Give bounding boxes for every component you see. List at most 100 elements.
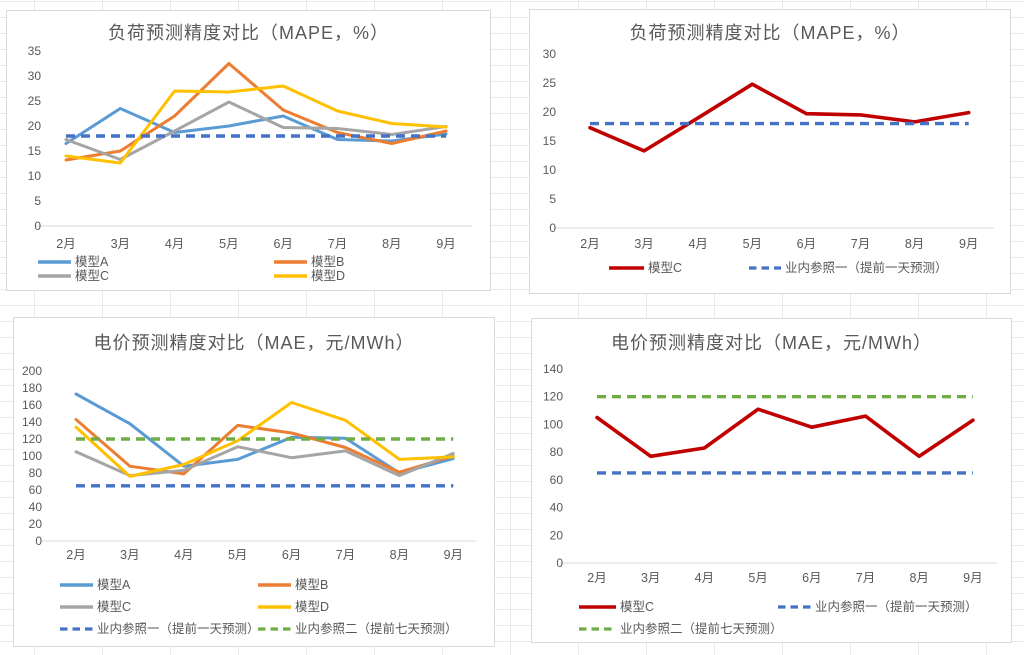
x-axis-category-label: 8月 — [909, 571, 928, 585]
x-axis-category-label: 8月 — [390, 548, 409, 562]
x-axis-category-label: 7月 — [328, 237, 347, 251]
legend-label: 业内参照一（提前一天预测） — [815, 599, 978, 614]
series-line-model-b[interactable] — [74, 418, 455, 476]
legend-label: 模型C — [620, 600, 654, 614]
legend-item-industry-ref-1-day-ahead[interactable]: 业内参照一（提前一天预测） — [749, 260, 948, 275]
chart-panel-load-forecast-all-models[interactable]: 负荷预测精度对比（MAPE，%） 0 5 10 15 20 25 30 35 2月 3月 4月 5月 6… — [6, 10, 491, 291]
x-axis-category-label: 7月 — [336, 548, 355, 562]
y-axis-tick-label: 15 — [543, 134, 557, 148]
y-axis-tick-label: 80 — [550, 445, 564, 459]
y-axis-tick-label: 30 — [543, 47, 557, 61]
y-axis-tick-label: 10 — [543, 163, 557, 177]
x-axis-category-label: 5月 — [748, 571, 767, 585]
y-axis-tick-label: 120 — [22, 432, 42, 446]
series-line-model-c[interactable] — [64, 100, 448, 161]
y-axis-tick-label: 40 — [550, 501, 564, 515]
legend-item-industry-ref-1-day-ahead[interactable]: 业内参照一（提前一天预测） — [60, 621, 260, 636]
y-axis-tick-label: 20 — [543, 105, 557, 119]
series-line-model-d[interactable] — [74, 401, 455, 478]
legend-label: 模型B — [311, 255, 344, 269]
series-line-model-d[interactable] — [64, 84, 448, 165]
legend-item-model-c[interactable]: 模型C — [60, 600, 131, 614]
x-axis-category-label: 8月 — [905, 237, 924, 251]
x-axis-category-label: 6月 — [282, 548, 301, 562]
x-axis-category-label: 5月 — [219, 237, 238, 251]
legend-item-model-b[interactable]: 模型B — [258, 578, 328, 592]
legend-item-model-c[interactable]: 模型C — [579, 600, 654, 614]
legend-label: 业内参照二（提前七天预测） — [620, 621, 783, 636]
y-axis-tick-label: 20 — [550, 528, 564, 542]
series-line-model-a[interactable] — [74, 392, 455, 475]
y-axis-tick-label: 180 — [22, 381, 42, 395]
legend-item-model-a[interactable]: 模型A — [38, 255, 109, 269]
y-axis-tick-label: 100 — [543, 417, 563, 431]
chart-title: 负荷预测精度对比（MAPE，%） — [107, 23, 389, 43]
series-line-model-b[interactable] — [64, 62, 448, 162]
x-axis-category-label: 6月 — [797, 237, 816, 251]
x-axis-category-label: 4月 — [688, 237, 707, 251]
y-axis-tick-label: 100 — [22, 449, 42, 463]
legend-label: 模型B — [295, 578, 328, 592]
x-axis-category-label: 5月 — [228, 548, 247, 562]
chart-title: 电价预测精度对比（MAE，元/MWh） — [93, 333, 415, 353]
legend-label: 模型C — [75, 269, 109, 283]
y-axis-tick-label: 30 — [28, 69, 42, 83]
x-axis-category-label: 6月 — [802, 571, 821, 585]
legend-item-model-d[interactable]: 模型D — [258, 600, 329, 614]
legend-label: 业内参照一（提前一天预测） — [97, 621, 260, 636]
y-axis-tick-label: 5 — [549, 192, 556, 206]
x-axis-category-label: 3月 — [111, 237, 130, 251]
y-axis-tick-label: 0 — [35, 534, 42, 548]
y-axis-tick-label: 20 — [29, 517, 43, 531]
chart-panel-load-forecast-model-c[interactable]: 负荷预测精度对比（MAPE，%） 0 5 10 15 20 25 30 2月 3月 4月 5月 6月 7… — [529, 9, 1011, 294]
y-axis-tick-label: 0 — [34, 219, 41, 233]
y-axis-tick-label: 25 — [543, 76, 557, 90]
legend-item-industry-ref-2-seven-day-ahead[interactable]: 业内参照二（提前七天预测） — [258, 621, 458, 636]
legend-item-industry-ref-2-seven-day-ahead[interactable]: 业内参照二（提前七天预测） — [579, 621, 783, 636]
x-axis-category-label: 2月 — [587, 571, 606, 585]
x-axis-category-label: 6月 — [273, 237, 292, 251]
legend-item-model-c[interactable]: 模型C — [609, 261, 682, 275]
y-axis-tick-label: 20 — [28, 119, 42, 133]
x-axis-category-label: 2月 — [56, 237, 75, 251]
y-axis-tick-label: 60 — [29, 483, 43, 497]
y-axis-tick-label: 0 — [556, 556, 563, 570]
legend-item-industry-ref-1-day-ahead[interactable]: 业内参照一（提前一天预测） — [778, 599, 978, 614]
legend-item-model-c[interactable]: 模型C — [38, 269, 109, 283]
x-axis-category-label: 9月 — [959, 237, 978, 251]
legend-item-model-d[interactable]: 模型D — [274, 269, 345, 283]
x-axis-category-label: 8月 — [382, 237, 401, 251]
legend-item-model-a[interactable]: 模型A — [60, 578, 131, 592]
chart-title: 负荷预测精度对比（MAPE，%） — [629, 23, 911, 43]
x-axis-category-label: 3月 — [634, 237, 653, 251]
x-axis-category-label: 7月 — [856, 571, 875, 585]
series-line-model-c[interactable] — [588, 82, 971, 153]
y-axis-tick-label: 200 — [22, 364, 42, 378]
x-axis-category-label: 2月 — [580, 237, 599, 251]
legend-label: 模型A — [75, 255, 109, 269]
y-axis-tick-label: 80 — [29, 466, 43, 480]
y-axis-tick-label: 120 — [543, 390, 563, 404]
chart-panel-price-forecast-model-c[interactable]: 电价预测精度对比（MAE，元/MWh） 0 20 40 60 80 100 120 140 2月… — [531, 318, 1012, 643]
x-axis-category-label: 2月 — [66, 548, 85, 562]
legend-label: 模型C — [97, 600, 131, 614]
x-axis-category-label: 4月 — [695, 571, 714, 585]
legend-label: 业内参照二（提前七天预测） — [295, 621, 458, 636]
y-axis-tick-label: 0 — [549, 221, 556, 235]
chart-panel-price-forecast-all-models[interactable]: 电价预测精度对比（MAE，元/MWh） 0 20 40 60 80 100 120 140 16… — [13, 317, 495, 647]
legend-item-model-b[interactable]: 模型B — [274, 255, 344, 269]
series-line-model-c[interactable] — [595, 407, 975, 459]
y-axis-tick-label: 160 — [22, 398, 42, 412]
y-axis-tick-label: 5 — [34, 194, 41, 208]
y-axis-tick-label: 140 — [22, 415, 42, 429]
x-axis-category-label: 7月 — [851, 237, 870, 251]
x-axis-category-label: 4月 — [174, 548, 193, 562]
y-axis-tick-label: 140 — [543, 362, 563, 376]
legend-label: 业内参照一（提前一天预测） — [785, 260, 948, 275]
x-axis-category-label: 5月 — [743, 237, 762, 251]
x-axis-category-label: 3月 — [641, 571, 660, 585]
